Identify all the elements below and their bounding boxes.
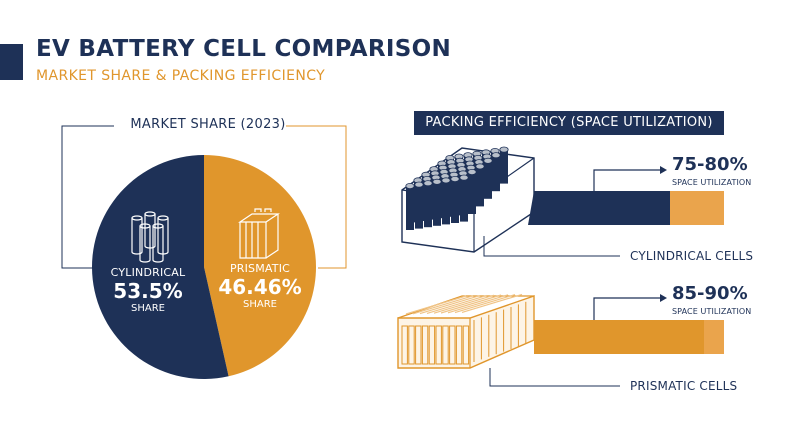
prismatic-cell-top xyxy=(454,294,516,314)
prismatic-cell xyxy=(435,325,442,365)
cylindrical-cells-label: CYLINDRICAL CELLS xyxy=(630,249,754,263)
cylinder-cell-body xyxy=(442,180,450,225)
prismatic-cell xyxy=(442,325,449,365)
pie-chart xyxy=(92,155,317,379)
cylinder-cell-body xyxy=(492,155,500,192)
prismatic-bar-range xyxy=(704,320,724,354)
pie-frame-right xyxy=(286,125,347,269)
prismatic-cell-top xyxy=(426,294,488,314)
prismatic-utilization-value: 85-90% xyxy=(672,283,748,304)
cylinder-cell-body xyxy=(484,160,492,199)
packing-efficiency-title: PACKING EFFICIENCY (SPACE UTILIZATION) xyxy=(414,111,724,135)
prismatic-cell xyxy=(449,325,456,365)
prismatic-cell-top xyxy=(419,295,481,315)
cylindrical-bar-dark xyxy=(528,191,670,225)
prismatic-label-leader xyxy=(489,368,620,387)
cylindrical-arrowhead xyxy=(660,166,667,174)
prismatic-slice-share: SHARE xyxy=(243,299,277,310)
cylinder-cell-body xyxy=(406,186,414,230)
cylinder-cell-top xyxy=(475,163,485,170)
cylinder-cell-body xyxy=(424,183,432,228)
market-share-title: MARKET SHARE (2023) xyxy=(130,117,286,132)
cylinder-cell-top xyxy=(491,152,501,159)
prismatic-cell-top xyxy=(412,295,474,315)
cylinder-cell-top xyxy=(467,168,477,175)
cylinder-cell-body xyxy=(468,172,476,214)
prismatic-cell-top xyxy=(461,293,523,313)
prismatic-cell xyxy=(455,325,463,365)
pie-slice-prismatic xyxy=(204,155,317,377)
cylindrical-battery-pack-icon xyxy=(401,146,535,253)
prismatic-cell xyxy=(428,325,436,365)
prismatic-slice-label: PRISMATIC 46.46% SHARE xyxy=(212,262,308,310)
cylindrical-label-leader xyxy=(483,236,620,257)
prismatic-cell-top xyxy=(405,295,467,315)
prismatic-cells-label: PRISMATIC CELLS xyxy=(630,379,738,393)
prismatic-battery-pack-icon xyxy=(397,293,535,369)
prismatic-slice-name: PRISMATIC xyxy=(229,262,291,275)
prismatic-cell-top xyxy=(440,294,502,314)
cylinder-cell-body xyxy=(433,181,441,226)
prismatic-callout-arrow xyxy=(593,297,660,320)
cylinder-cell-body xyxy=(500,149,508,184)
cylinder-cell-top xyxy=(459,174,469,181)
prismatic-cell-top xyxy=(447,294,509,314)
pie-slice-cylindrical xyxy=(92,155,229,379)
cylinder-cell-top xyxy=(423,180,433,187)
prismatic-cell xyxy=(408,325,415,365)
prismatic-cell xyxy=(415,325,422,365)
prismatic-cell xyxy=(462,325,470,365)
cylinder-cell-body xyxy=(476,166,484,207)
prismatic-bar-dark xyxy=(534,320,704,354)
cylindrical-cells-icon xyxy=(131,211,169,263)
prismatic-cell-top xyxy=(433,294,495,314)
pie-frame-left xyxy=(61,125,114,269)
prismatic-utilization-caption: SPACE UTILIZATION xyxy=(672,307,752,316)
cylinder-cell-top xyxy=(483,157,493,164)
page-subtitle: MARKET SHARE & PACKING EFFICIENCY xyxy=(36,68,326,84)
cylindrical-slice-value: 53.5% xyxy=(113,279,183,303)
cylinder-cell-body xyxy=(451,179,459,223)
cylindrical-callout-arrow xyxy=(593,169,660,191)
cylinder-cell-top xyxy=(441,177,451,184)
cylinder-cell-body xyxy=(415,184,423,229)
prismatic-cell-icon xyxy=(238,208,280,259)
cylindrical-utilization-value: 75-80% xyxy=(672,154,748,175)
title-accent-bar xyxy=(0,44,23,80)
cylindrical-slice-label: CYLINDRICAL 53.5% SHARE xyxy=(100,266,196,314)
cylinder-cell-body xyxy=(460,177,468,222)
prismatic-arrowhead xyxy=(660,294,667,302)
prismatic-slice-value: 46.46% xyxy=(218,275,302,299)
page-title: EV BATTERY CELL COMPARISON xyxy=(36,36,452,62)
cylindrical-slice-name: CYLINDRICAL xyxy=(110,266,186,279)
cylindrical-bar-range xyxy=(670,191,724,225)
cylinder-cell-top xyxy=(405,182,415,189)
cylindrical-slice-share: SHARE xyxy=(131,303,165,314)
prismatic-cell xyxy=(401,325,408,365)
cylinder-cell-top xyxy=(414,181,424,188)
cylinder-cell-top xyxy=(432,178,442,185)
cylinder-cell-top xyxy=(450,175,460,182)
cylindrical-utilization-caption: SPACE UTILIZATION xyxy=(672,178,752,187)
cylinder-cell-top xyxy=(499,146,509,153)
prismatic-cell xyxy=(421,325,429,365)
